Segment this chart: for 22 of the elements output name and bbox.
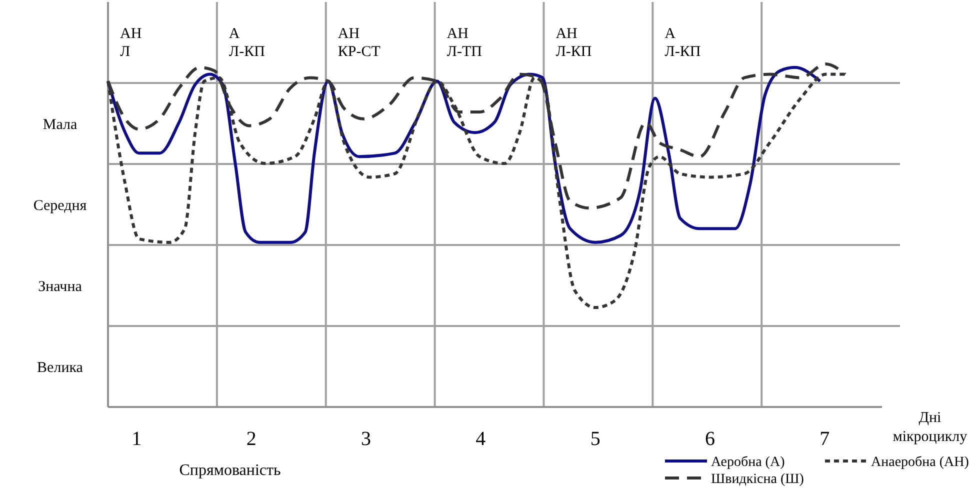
x-tick-label: 3 — [361, 428, 371, 450]
x-axis-title: Дні мікроциклу — [892, 410, 968, 445]
text: Велика — [37, 360, 84, 376]
text: А Л-КП — [228, 26, 266, 60]
x-tick-label: 5 — [590, 428, 600, 450]
text: Значна — [38, 278, 82, 295]
legend-label: Аеробна (А) — [711, 454, 786, 470]
legend-title: Спрямованість — [179, 462, 281, 479]
text: Середня — [33, 198, 87, 214]
text: А Л-КП — [664, 26, 701, 60]
x-tick-label: 1 — [132, 428, 142, 450]
text: Мала — [42, 116, 78, 133]
legend-label: Швидкісна (Ш) — [711, 472, 804, 487]
x-tick-label: 4 — [476, 428, 486, 450]
legend-label: Анаеробна (АН) — [871, 454, 970, 470]
x-tick-label: 6 — [705, 428, 715, 450]
x-tick-label: 7 — [820, 428, 830, 450]
text: АН Л-КП — [556, 26, 592, 60]
text: АН Л — [120, 26, 142, 60]
x-tick-label: 2 — [246, 428, 256, 450]
text: АН Л-ТП — [446, 26, 482, 60]
text: АН КР-СТ — [338, 26, 380, 60]
